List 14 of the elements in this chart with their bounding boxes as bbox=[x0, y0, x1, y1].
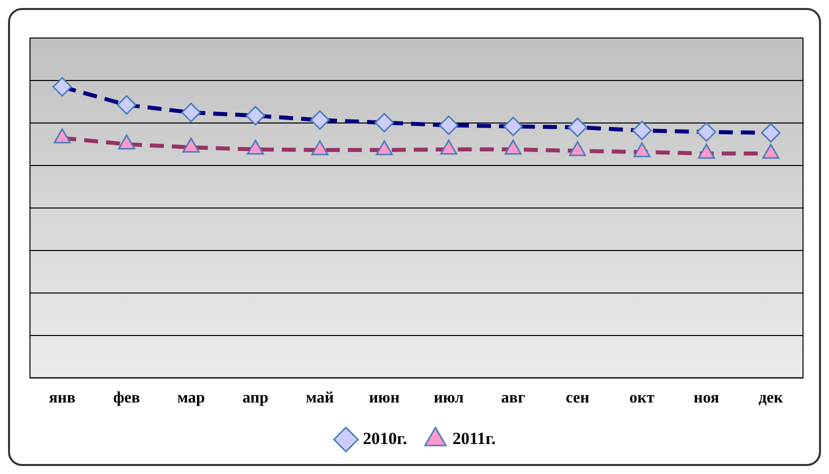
x-tick-label: ноя bbox=[694, 390, 720, 407]
x-tick-label: июл bbox=[434, 390, 464, 407]
x-tick-label: фев bbox=[113, 390, 140, 407]
x-tick-label: мар bbox=[177, 390, 205, 407]
legend-label: 2010г. bbox=[362, 428, 407, 448]
x-tick-label: дек bbox=[758, 390, 784, 407]
x-tick-label: сен bbox=[566, 390, 590, 407]
x-tick-label: окт bbox=[629, 390, 655, 407]
x-tick-label: апр bbox=[242, 390, 269, 407]
x-tick-label: май bbox=[306, 390, 334, 407]
x-tick-label: июн bbox=[368, 390, 400, 407]
x-tick-label: янв bbox=[48, 390, 76, 407]
legend-label: 2011г. bbox=[452, 428, 496, 448]
x-tick-label: авг bbox=[501, 390, 526, 407]
